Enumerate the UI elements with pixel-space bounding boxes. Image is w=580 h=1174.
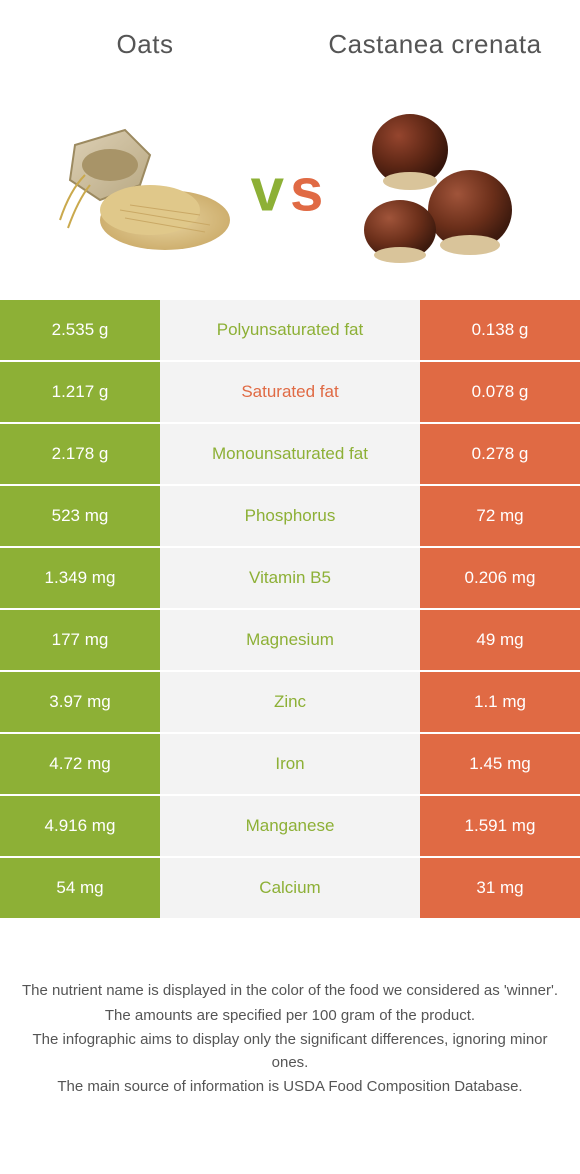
nutrient-label: Phosphorus bbox=[160, 486, 420, 546]
table-row: 1.217 gSaturated fat0.078 g bbox=[0, 362, 580, 424]
value-left: 54 mg bbox=[0, 858, 160, 918]
value-right: 0.206 mg bbox=[420, 548, 580, 608]
nutrient-table: 2.535 gPolyunsaturated fat0.138 g1.217 g… bbox=[0, 298, 580, 920]
image-right bbox=[290, 105, 580, 275]
table-row: 177 mgMagnesium49 mg bbox=[0, 610, 580, 672]
value-left: 4.916 mg bbox=[0, 796, 160, 856]
footnote-line: The infographic aims to display only the… bbox=[20, 1029, 560, 1074]
table-row: 4.916 mgManganese1.591 mg bbox=[0, 796, 580, 858]
value-left: 1.217 g bbox=[0, 362, 160, 422]
footnote-line: The nutrient name is displayed in the co… bbox=[20, 980, 560, 1003]
nutrient-label: Saturated fat bbox=[160, 362, 420, 422]
value-right: 49 mg bbox=[420, 610, 580, 670]
value-right: 1.591 mg bbox=[420, 796, 580, 856]
table-row: 2.535 gPolyunsaturated fat0.138 g bbox=[0, 300, 580, 362]
value-right: 0.078 g bbox=[420, 362, 580, 422]
footnote-line: The main source of information is USDA F… bbox=[20, 1076, 560, 1099]
value-left: 3.97 mg bbox=[0, 672, 160, 732]
chestnuts-icon bbox=[340, 105, 530, 275]
table-row: 2.178 gMonounsaturated fat0.278 g bbox=[0, 424, 580, 486]
nutrient-label: Iron bbox=[160, 734, 420, 794]
vs-s: s bbox=[290, 157, 329, 224]
table-row: 523 mgPhosphorus72 mg bbox=[0, 486, 580, 548]
image-left bbox=[0, 110, 290, 270]
nutrient-label: Vitamin B5 bbox=[160, 548, 420, 608]
value-right: 31 mg bbox=[420, 858, 580, 918]
nutrient-label: Polyunsaturated fat bbox=[160, 300, 420, 360]
value-right: 1.1 mg bbox=[420, 672, 580, 732]
value-left: 1.349 mg bbox=[0, 548, 160, 608]
value-right: 72 mg bbox=[420, 486, 580, 546]
value-right: 0.138 g bbox=[420, 300, 580, 360]
footnotes: The nutrient name is displayed in the co… bbox=[0, 980, 580, 1099]
footnote-line: The amounts are specified per 100 gram o… bbox=[20, 1005, 560, 1028]
value-left: 4.72 mg bbox=[0, 734, 160, 794]
title-left: Oats bbox=[0, 30, 290, 60]
table-row: 1.349 mgVitamin B50.206 mg bbox=[0, 548, 580, 610]
nutrient-label: Magnesium bbox=[160, 610, 420, 670]
images-row: vs bbox=[0, 90, 580, 290]
value-left: 177 mg bbox=[0, 610, 160, 670]
nutrient-label: Manganese bbox=[160, 796, 420, 856]
table-row: 4.72 mgIron1.45 mg bbox=[0, 734, 580, 796]
value-right: 1.45 mg bbox=[420, 734, 580, 794]
oats-icon bbox=[50, 110, 240, 270]
header: Oats Castanea crenata bbox=[0, 0, 580, 90]
table-row: 3.97 mgZinc1.1 mg bbox=[0, 672, 580, 734]
value-left: 523 mg bbox=[0, 486, 160, 546]
value-left: 2.535 g bbox=[0, 300, 160, 360]
value-right: 0.278 g bbox=[420, 424, 580, 484]
table-row: 54 mgCalcium31 mg bbox=[0, 858, 580, 920]
value-left: 2.178 g bbox=[0, 424, 160, 484]
nutrient-label: Calcium bbox=[160, 858, 420, 918]
vs-v: v bbox=[251, 157, 290, 224]
nutrient-label: Monounsaturated fat bbox=[160, 424, 420, 484]
vs-badge: vs bbox=[251, 156, 330, 225]
nutrient-label: Zinc bbox=[160, 672, 420, 732]
title-right: Castanea crenata bbox=[290, 30, 580, 60]
